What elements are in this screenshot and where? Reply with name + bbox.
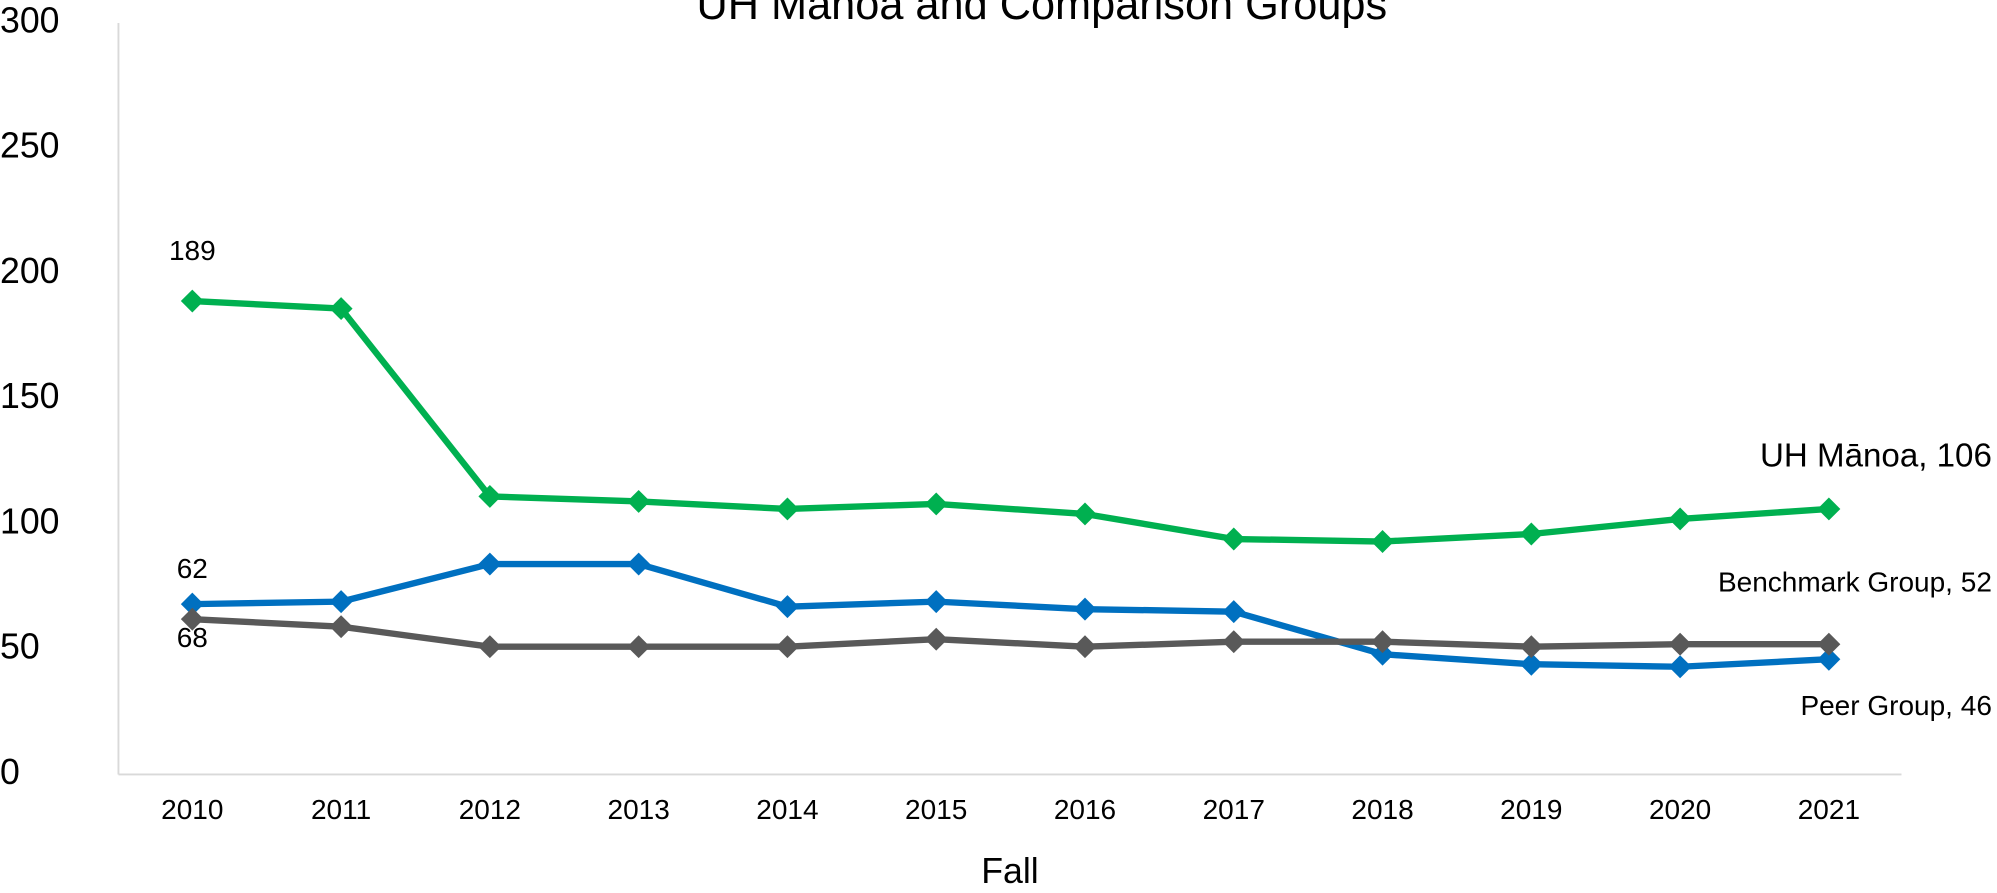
data-label: Benchmark Group, 52	[1718, 567, 1992, 598]
y-tick-label: 150	[0, 376, 60, 416]
x-tick-label: 2015	[905, 794, 967, 825]
data-label: 189	[169, 235, 216, 266]
marker	[1519, 522, 1543, 546]
data-label: 62	[177, 553, 208, 584]
marker	[1073, 502, 1097, 526]
y-tick-label: 100	[0, 501, 60, 541]
series-line	[192, 615, 1829, 650]
marker	[478, 635, 502, 659]
marker	[180, 592, 204, 616]
marker	[1519, 652, 1543, 676]
x-tick-label: 2017	[1203, 794, 1265, 825]
marker	[1371, 642, 1395, 666]
marker	[478, 552, 502, 576]
x-tick-label: 2011	[311, 794, 371, 825]
marker	[775, 497, 799, 521]
series-line	[192, 560, 1830, 670]
y-tick-label: 250	[0, 126, 60, 166]
marker	[924, 492, 948, 516]
marker	[1371, 630, 1395, 654]
y-tick-label: 300	[0, 0, 60, 40]
marker	[924, 590, 948, 614]
x-axis-title: Fall	[981, 851, 1038, 891]
marker	[1817, 497, 1841, 521]
marker	[1222, 527, 1246, 551]
x-tick-label: 2021	[1798, 794, 1860, 825]
marker	[329, 297, 353, 321]
marker	[775, 595, 799, 619]
marker	[478, 484, 502, 508]
y-tick-label: 200	[0, 251, 60, 291]
marker	[1817, 632, 1841, 656]
chart-title: UH Mānoa and Comparison Groups	[696, 0, 1387, 29]
marker	[627, 552, 651, 576]
x-tick-label: 2012	[459, 794, 521, 825]
marker	[627, 489, 651, 513]
marker	[775, 635, 799, 659]
y-tick-label: 50	[0, 627, 40, 667]
marker	[180, 289, 204, 313]
marker	[1668, 507, 1692, 531]
x-tick-label: 2016	[1054, 794, 1116, 825]
x-tick-label: 2020	[1649, 794, 1711, 825]
marker	[1222, 600, 1246, 624]
marker	[1519, 635, 1543, 659]
marker	[627, 635, 651, 659]
series-line	[192, 297, 1830, 545]
marker	[1668, 655, 1692, 679]
data-label: UH Mānoa, 106	[1760, 438, 1992, 475]
x-tick-label: 2019	[1500, 794, 1562, 825]
x-tick-label: 2010	[161, 794, 223, 825]
marker	[329, 615, 353, 639]
marker	[1222, 630, 1246, 654]
marker	[1073, 635, 1097, 659]
marker	[1817, 647, 1841, 671]
marker	[1668, 632, 1692, 656]
marker	[1073, 597, 1097, 621]
marker	[180, 607, 204, 631]
y-tick-label: 0	[0, 752, 20, 792]
x-tick-label: 2013	[608, 794, 670, 825]
data-label: Peer Group, 46	[1800, 690, 1991, 721]
x-tick-label: 2018	[1351, 794, 1413, 825]
x-tick-label: 2014	[756, 794, 818, 825]
marker	[924, 627, 948, 651]
marker	[329, 590, 353, 614]
marker	[1371, 530, 1395, 553]
